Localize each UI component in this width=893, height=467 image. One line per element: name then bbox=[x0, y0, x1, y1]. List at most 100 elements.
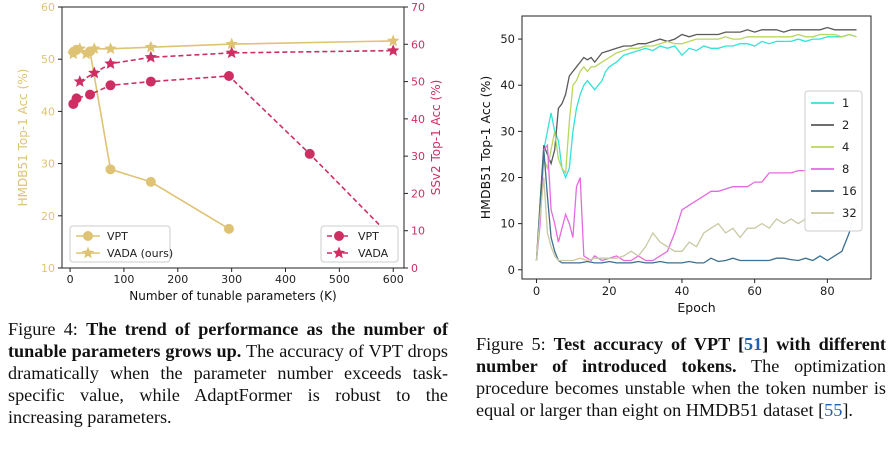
data-point bbox=[387, 34, 400, 47]
x-tick-label: 80 bbox=[820, 284, 835, 298]
caption-text: The accuracy of VPT drops dramatically w… bbox=[8, 341, 448, 427]
y-left-tick-label: 20 bbox=[41, 210, 55, 223]
series-line bbox=[535, 149, 858, 264]
caption-title: The trend of performance as the number o… bbox=[8, 319, 449, 361]
legend-marker bbox=[83, 231, 93, 241]
chart-series-group bbox=[535, 26, 858, 264]
legend-label: VADA (ours) bbox=[107, 247, 173, 260]
data-point bbox=[73, 75, 86, 87]
legend-marker bbox=[334, 231, 344, 241]
y-left-tick-label: 10 bbox=[41, 262, 55, 275]
y-right-tick-label: 60 bbox=[411, 38, 425, 51]
figure-4-chart: 0 100 200 300 400 500 600102030405060010203040… bbox=[16, 1, 443, 303]
y-right-tick-label: 30 bbox=[411, 150, 425, 163]
citation-link[interactable]: 55 bbox=[824, 400, 843, 420]
citation-link[interactable]: 51 bbox=[744, 334, 763, 354]
y-left-axis-label: HMDB51 Top-1 Acc (%) bbox=[16, 69, 30, 207]
y-tick-label: 40 bbox=[500, 78, 515, 92]
data-point bbox=[225, 46, 238, 59]
legend-label: VPT bbox=[358, 230, 379, 243]
data-point bbox=[304, 148, 315, 159]
x-axis-label: Number of tunable parameters (K) bbox=[129, 289, 336, 303]
data-point bbox=[104, 57, 117, 69]
x-tick-label: 20 bbox=[602, 284, 617, 298]
caption-title: Test accuracy of VPT [51] with different… bbox=[476, 334, 886, 376]
legend-label: 16 bbox=[842, 184, 857, 198]
caption-number: Figure 5: bbox=[476, 334, 546, 354]
y-tick-label: 30 bbox=[500, 124, 515, 138]
y-right-tick-label: 10 bbox=[411, 225, 425, 238]
plot-border bbox=[61, 6, 405, 269]
figure-5-caption: Figure 5: Test accuracy of VPT [51] with… bbox=[476, 333, 886, 421]
series-line bbox=[79, 49, 394, 83]
data-point bbox=[88, 42, 101, 54]
data-point bbox=[104, 42, 117, 54]
y-axis-label: HMDB51 Top-1 Acc (%) bbox=[478, 76, 493, 219]
plot-frame bbox=[61, 6, 405, 269]
figure-4-caption: Figure 4: The trend of performance as th… bbox=[8, 318, 448, 428]
data-point bbox=[145, 176, 156, 187]
y-tick-label: 20 bbox=[500, 170, 515, 184]
plot-frame bbox=[521, 15, 872, 280]
y-tick-label: 50 bbox=[500, 32, 515, 46]
caption-title-part: ] with different number of introduced to… bbox=[476, 334, 886, 376]
data-point bbox=[144, 50, 157, 63]
data-point bbox=[71, 93, 82, 104]
y-left-tick-label: 30 bbox=[41, 158, 55, 171]
x-tick-label: 40 bbox=[675, 284, 690, 298]
series-line bbox=[535, 33, 857, 261]
legend-label: VPT bbox=[107, 230, 128, 243]
x-axis-label: Epoch bbox=[677, 300, 715, 315]
data-point bbox=[105, 164, 116, 175]
series-line bbox=[535, 33, 857, 261]
x-tick-label: 0 bbox=[67, 273, 74, 286]
caption-text-part: ]. bbox=[842, 400, 853, 420]
chart-axes-group: 0 20 40 60 80 0 10 20 30 40 50 Epoch HMDB51 Top-1 Ac… bbox=[478, 32, 835, 315]
chart-series-group bbox=[67, 34, 400, 236]
x-tick-label: 60 bbox=[747, 284, 762, 298]
legend-label: 8 bbox=[842, 162, 849, 176]
y-right-tick-label: 20 bbox=[411, 187, 425, 200]
series-line bbox=[535, 177, 857, 262]
x-tick-label: 500 bbox=[329, 273, 350, 286]
x-tick-label: 0 bbox=[533, 284, 540, 298]
legend-label: 4 bbox=[842, 140, 849, 154]
data-point bbox=[223, 70, 234, 81]
y-tick-label: 0 bbox=[508, 263, 515, 277]
x-tick-label: 100 bbox=[113, 273, 134, 286]
data-point bbox=[144, 40, 157, 53]
figure-5-chart: 0 20 40 60 80 0 10 20 30 40 50 Epoch HMDB51 Top-1 Ac… bbox=[478, 15, 872, 315]
caption-text-part: The optimization procedure becomes unsta… bbox=[476, 356, 887, 420]
x-tick-label: 400 bbox=[275, 273, 296, 286]
data-point bbox=[73, 42, 86, 54]
series-line bbox=[72, 75, 386, 232]
caption-text: The optimization procedure becomes unsta… bbox=[476, 356, 886, 420]
x-tick-label: 200 bbox=[167, 273, 188, 286]
plot-border bbox=[521, 15, 872, 280]
data-point bbox=[80, 47, 93, 60]
data-point bbox=[145, 76, 156, 87]
x-tick-label: 300 bbox=[221, 273, 242, 286]
y-right-tick-label: 70 bbox=[411, 1, 425, 14]
y-left-tick-label: 50 bbox=[41, 53, 55, 66]
y-right-tick-label: 50 bbox=[411, 76, 425, 89]
y-tick-label: 10 bbox=[500, 217, 515, 231]
legend-label: 1 bbox=[842, 96, 849, 110]
y-left-tick-label: 60 bbox=[41, 1, 55, 14]
legend-label: 2 bbox=[842, 118, 849, 132]
data-point bbox=[85, 89, 96, 100]
data-point bbox=[88, 66, 101, 79]
y-right-axis-label: SSv2 Top-1 Acc (%) bbox=[429, 80, 443, 196]
legend-marker bbox=[332, 246, 346, 259]
data-point bbox=[67, 47, 80, 60]
series-line bbox=[535, 143, 821, 262]
caption-number: Figure 4: bbox=[8, 319, 78, 339]
data-point bbox=[223, 223, 234, 234]
x-tick-label: 600 bbox=[383, 273, 404, 286]
chart-axes-group: 0 100 200 300 400 500 600102030405060010203040… bbox=[16, 1, 443, 303]
data-point bbox=[105, 80, 116, 91]
caption-title-part: Test accuracy of VPT [ bbox=[553, 334, 745, 354]
y-right-tick-label: 40 bbox=[411, 113, 425, 126]
y-right-tick-label: 0 bbox=[411, 262, 418, 275]
chart-legend-group: 1 2 4 8 16 32 bbox=[804, 90, 863, 232]
